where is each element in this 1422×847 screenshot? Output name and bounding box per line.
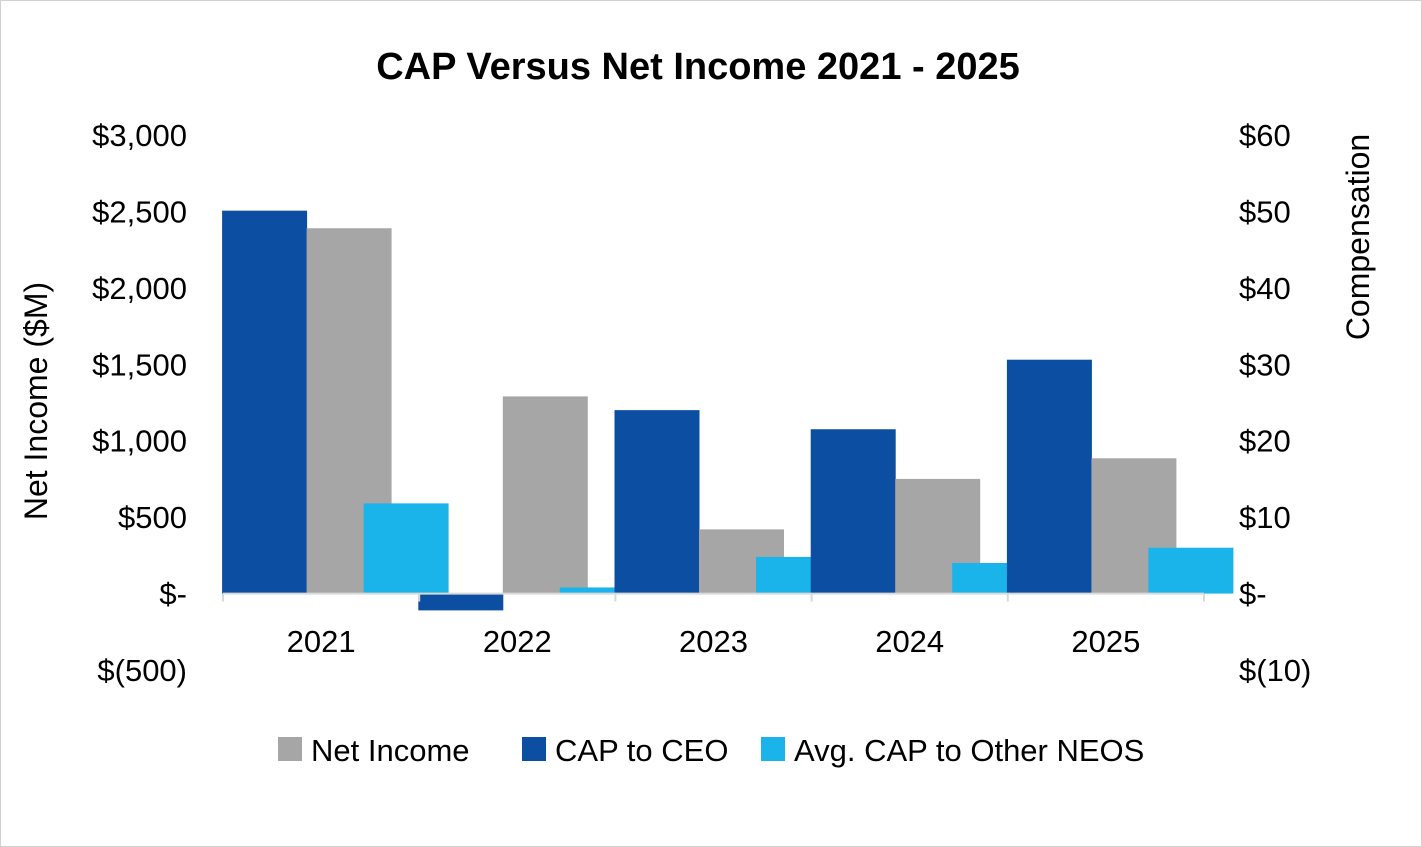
bar-cap-to-ceo-2024 — [810, 429, 896, 594]
bar-cap-to-ceo-2025 — [1006, 359, 1092, 594]
y-left-tick-label: $1,000 — [92, 424, 187, 459]
bar-cap-to-ceo-2023 — [614, 410, 700, 594]
bar-avg-cap-to-other-neos-2021 — [363, 503, 449, 594]
legend-swatch — [522, 737, 546, 761]
y-axis-left-label: Net Income ($M) — [18, 282, 54, 520]
y-right-tick-label: $10 — [1239, 500, 1291, 535]
y-right-tick-label: $- — [1239, 577, 1267, 612]
y-right-tick-label: $(10) — [1239, 653, 1311, 688]
bar-avg-cap-to-other-neos-2025 — [1148, 547, 1234, 594]
y-left-tick-label: $3,000 — [92, 118, 187, 153]
y-right-tick-label: $40 — [1239, 271, 1291, 306]
bar-cap-to-ceo-2021 — [222, 210, 308, 594]
y-left-tick-label: $2,500 — [92, 194, 187, 229]
y-left-tick-label: $(500) — [97, 653, 187, 688]
x-tick-label: 2023 — [679, 624, 748, 659]
y-axis-right-ticks: $(10) $- $10 $20 $30 $40 $50 $60 — [1239, 118, 1311, 688]
legend-swatch — [761, 737, 785, 761]
y-axis-right-label: Compensation — [1340, 134, 1376, 340]
bar-net-income-2022 — [502, 396, 588, 594]
legend-label: Avg. CAP to Other NEOS — [794, 733, 1144, 768]
y-left-tick-label: $1,500 — [92, 347, 187, 382]
y-right-tick-label: $60 — [1239, 118, 1291, 153]
x-tick-label: 2024 — [875, 624, 944, 659]
legend: Net Income CAP to CEO Avg. CAP to Other NE… — [278, 733, 1144, 768]
y-right-tick-label: $30 — [1239, 347, 1291, 382]
legend-swatch — [278, 737, 302, 761]
x-tick-label: 2022 — [483, 624, 552, 659]
y-right-tick-label: $20 — [1239, 424, 1291, 459]
bars — [222, 210, 1234, 611]
y-left-tick-label: $2,000 — [92, 271, 187, 306]
x-tick-label: 2025 — [1071, 624, 1140, 659]
legend-label: CAP to CEO — [555, 733, 728, 768]
chart-title: CAP Versus Net Income 2021 - 2025 — [376, 46, 1020, 88]
y-left-tick-label: $- — [159, 577, 187, 612]
x-axis-tick-labels: 2021 2022 2023 2024 2025 — [287, 624, 1141, 659]
bar-cap-to-ceo-2022 — [418, 593, 504, 611]
x-axis — [222, 592, 1205, 602]
y-right-tick-label: $50 — [1239, 194, 1291, 229]
legend-label: Net Income — [311, 733, 470, 768]
x-tick-label: 2021 — [287, 624, 356, 659]
bar-avg-cap-to-other-neos-2022 — [559, 587, 645, 594]
y-axis-left-ticks: $(500) $- $500 $1,000 $1,500 $2,000 $2,500 $3,0… — [92, 118, 187, 688]
y-left-tick-label: $500 — [118, 500, 187, 535]
